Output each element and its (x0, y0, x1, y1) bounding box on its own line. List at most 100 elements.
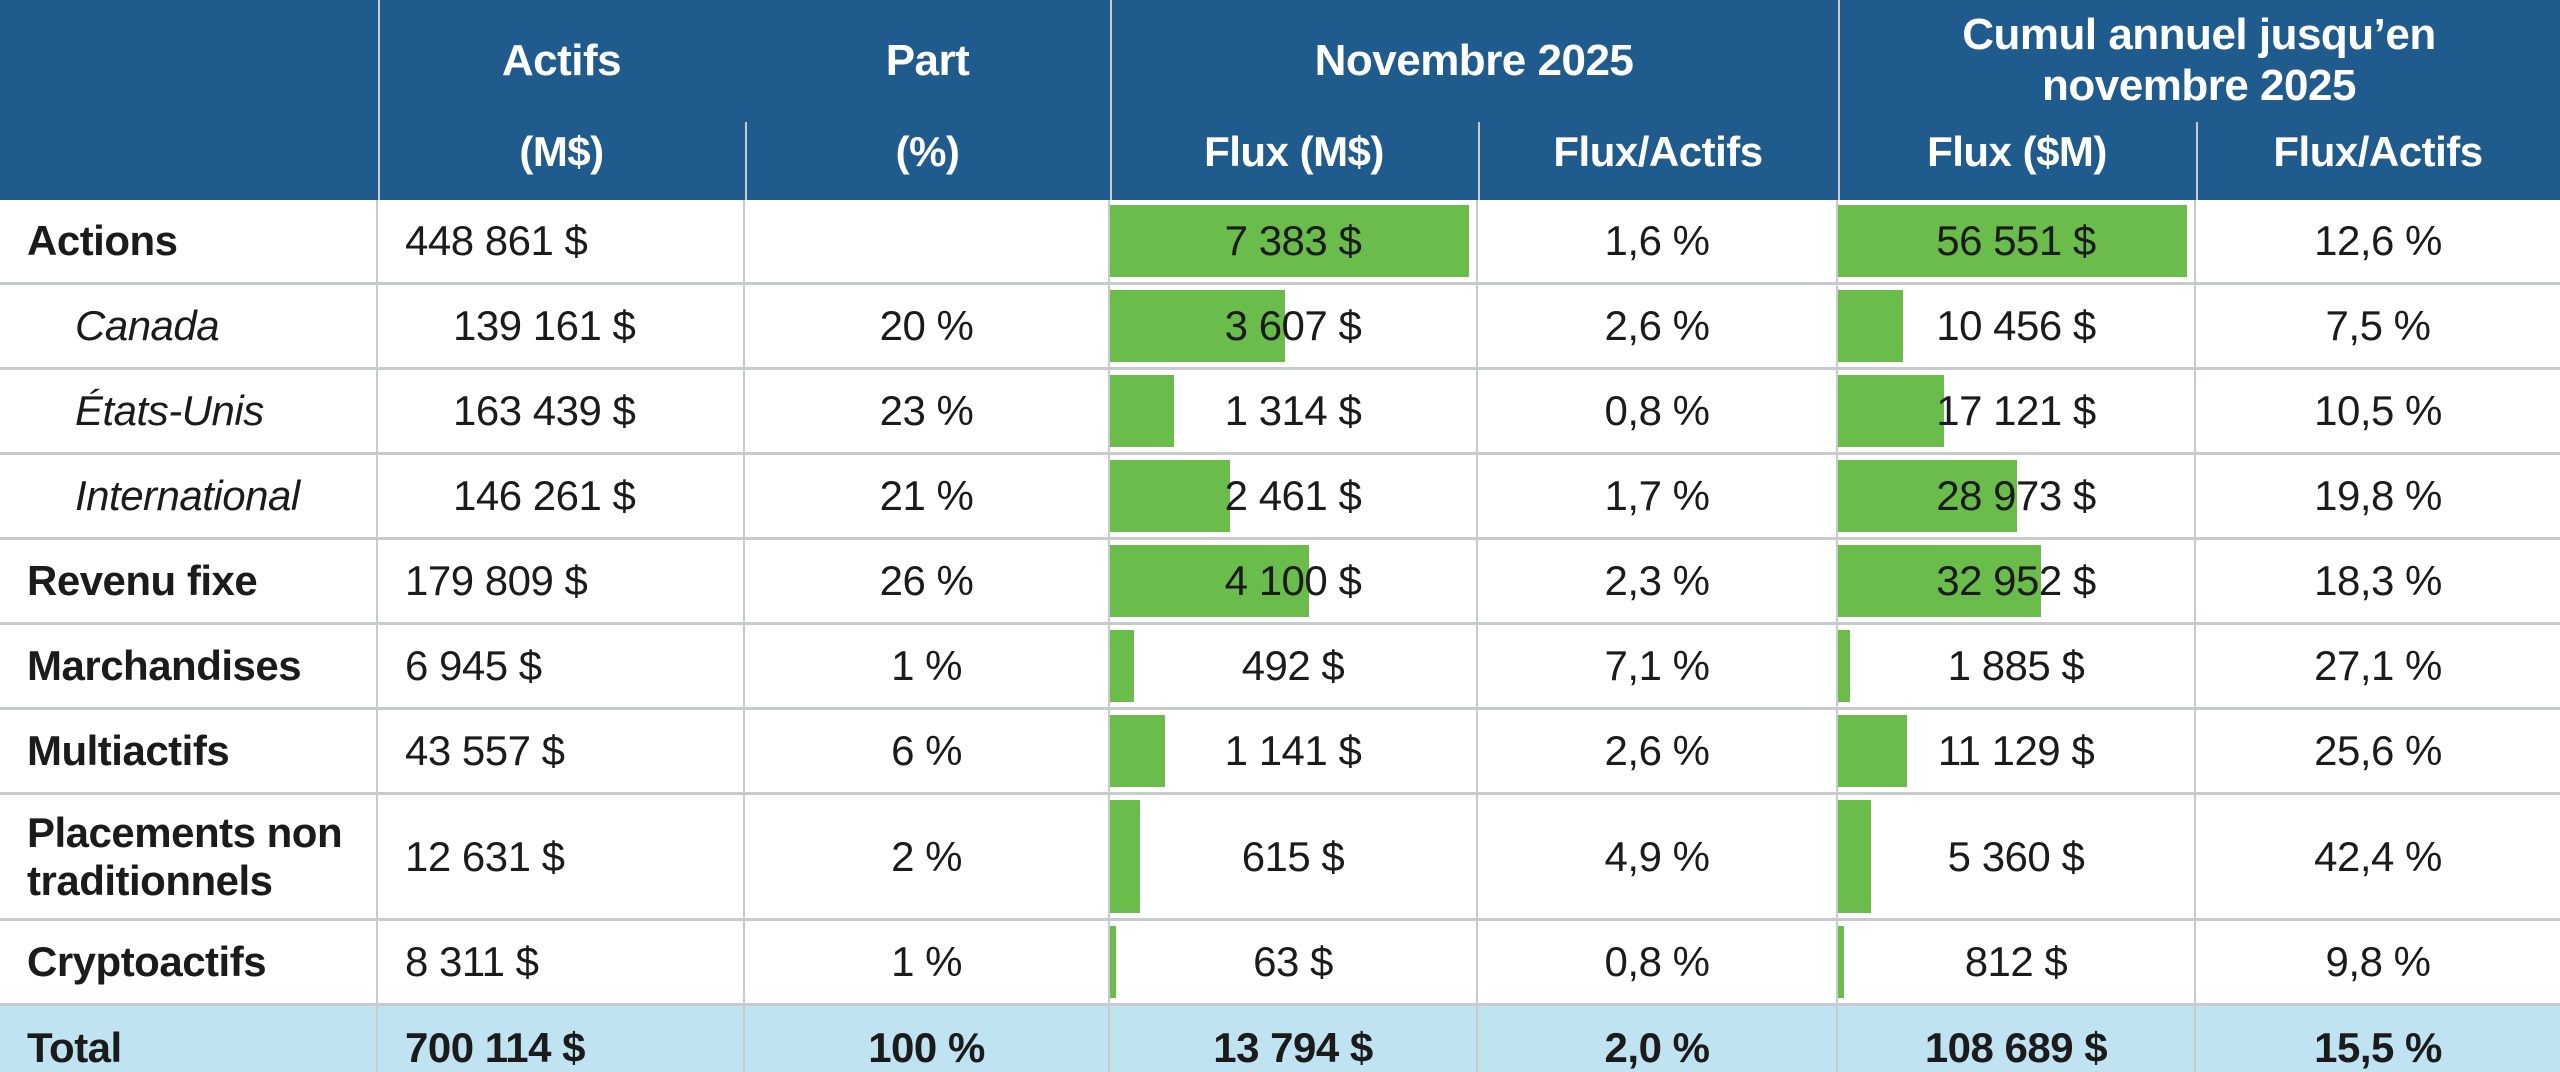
flux-value: 4 100 $ (1224, 557, 1362, 604)
table-row-actions: Actions 448 861 $ 7 383 $ 1,6 % 56 551 $… (0, 200, 2560, 282)
flux-value: 1 141 $ (1224, 727, 1362, 774)
flux-bar (1110, 205, 1469, 277)
row-label: Actions (0, 200, 378, 282)
cell-ratio-nov: 1,7 % (1478, 455, 1838, 537)
flux-value: 3 607 $ (1224, 302, 1362, 349)
flux-value: 2 461 $ (1224, 472, 1362, 519)
cell-actifs: 43 557 $ (378, 710, 745, 792)
flux-bar (1110, 375, 1174, 447)
row-label: Revenu fixe (0, 540, 378, 622)
flux-value: 7 383 $ (1224, 217, 1362, 264)
subheader-actifs-unit: (M$) (519, 128, 604, 175)
cell-actifs: 179 809 $ (378, 540, 745, 622)
cell-actifs: 448 861 $ (378, 200, 745, 282)
flux-bar (1838, 800, 1872, 913)
flux-value: 5 360 $ (1947, 832, 2085, 880)
flux-value: 1 885 $ (1947, 642, 2085, 689)
flux-bar (1838, 545, 2042, 617)
subheader-ytd-flux: Flux ($M) (1927, 128, 2107, 175)
cell-ratio-ytd: 42,4 % (2314, 832, 2442, 880)
cell-ratio-nov: 2,6 % (1478, 710, 1838, 792)
flux-bar (1838, 290, 1903, 362)
cell-flux-nov: 1 141 $ (1110, 710, 1478, 792)
flux-bar (1110, 460, 1230, 532)
flux-bar (1110, 290, 1286, 362)
cell-actifs: 139 161 $ (378, 285, 745, 367)
header-separator (1110, 0, 1112, 200)
cell-ratio-ytd: 9,8 % (2325, 938, 2431, 985)
cell-flux-nov: 492 $ (1110, 625, 1478, 707)
subheader-nov-flux-actifs: Flux/Actifs (1553, 128, 1763, 175)
table-body: Actions 448 861 $ 7 383 $ 1,6 % 56 551 $… (0, 200, 2560, 1072)
cell-ratio-ytd: 10,5 % (2314, 387, 2442, 434)
table-row-cryptoactifs: Cryptoactifs 8 311 $ 1 % 63 $ 0,8 % 812 … (0, 918, 2560, 1003)
table-row-total: Total 700 114 $ 100 % 13 794 $ 2,0 % 108… (0, 1003, 2560, 1072)
cell-ratio-nov: 1,6 % (1478, 200, 1838, 282)
cell-part: 1 % (745, 625, 1110, 707)
row-label: Multiactifs (0, 710, 378, 792)
cell-ratio-ytd: 18,3 % (2314, 557, 2442, 604)
flux-value: 17 121 $ (1936, 387, 2096, 434)
cell-flux-nov: 3 607 $ (1110, 285, 1478, 367)
header-sub-separator (2196, 122, 2198, 200)
cell-flux-ytd: 10 456 $ (1838, 285, 2196, 367)
cell-ratio-ytd: 15,5 % (2314, 1024, 2442, 1071)
flux-value: 10 456 $ (1936, 302, 2096, 349)
subheader-nov-flux: Flux (M$) (1204, 128, 1384, 175)
cell-flux-ytd: 5 360 $ (1838, 795, 2196, 918)
row-label: Placements non traditionnels (0, 795, 378, 918)
flux-bar (1110, 630, 1134, 702)
cell-ratio-ytd: 7,5 % (2325, 302, 2431, 349)
cell-ratio-ytd: 27,1 % (2314, 642, 2442, 689)
cell-ratio-ytd: 12,6 % (2314, 217, 2442, 264)
flux-bar (1838, 926, 1844, 998)
cell-flux-ytd: 108 689 $ (1838, 1006, 2196, 1072)
flux-bar (1838, 630, 1850, 702)
cell-flux-ytd: 1 885 $ (1838, 625, 2196, 707)
table-row-etats-unis: États-Unis 163 439 $ 23 % 1 314 $ 0,8 % … (0, 367, 2560, 452)
cell-ratio-nov: 0,8 % (1478, 370, 1838, 452)
header-group-actifs: Actifs (501, 35, 622, 85)
flux-value: 1 314 $ (1224, 387, 1362, 434)
header-separator (378, 0, 380, 200)
flux-value: 11 129 $ (1937, 727, 2095, 774)
flux-bar (1838, 375, 1944, 447)
flux-bar (1110, 926, 1116, 998)
cell-flux-nov: 615 $ (1110, 795, 1478, 918)
cell-ratio-nov: 4,9 % (1478, 795, 1838, 918)
header-group-novembre-2025: Novembre 2025 (1314, 35, 1634, 85)
table-header: Actifs Part Novembre 2025 Cumul annuel j… (0, 0, 2560, 200)
cell-part: 20 % (745, 285, 1110, 367)
flux-value: 812 $ (1964, 938, 2068, 985)
flux-value: 56 551 $ (1936, 217, 2096, 264)
cell-ratio-ytd: 25,6 % (2314, 727, 2442, 774)
table-row-international: International 146 261 $ 21 % 2 461 $ 1,7… (0, 452, 2560, 537)
flux-bar (1838, 205, 2187, 277)
flux-bar (1838, 715, 1907, 787)
cell-actifs: 6 945 $ (378, 625, 745, 707)
header-group-cumul-annuel: Cumul annuel jusqu’en novembre 2025 (1962, 10, 2436, 110)
cell-actifs: 700 114 $ (378, 1006, 745, 1072)
cell-part: 100 % (745, 1006, 1110, 1072)
header-separator (1838, 0, 1840, 200)
header-group-part: Part (885, 35, 970, 85)
row-label: États-Unis (0, 370, 378, 452)
cell-part: 26 % (745, 540, 1110, 622)
cell-part (745, 200, 1110, 282)
cell-part: 2 % (745, 795, 1110, 918)
cell-flux-nov: 63 $ (1110, 921, 1478, 1003)
table-row-multiactifs: Multiactifs 43 557 $ 6 % 1 141 $ 2,6 % 1… (0, 707, 2560, 792)
row-label: Marchandises (0, 625, 378, 707)
cell-part: 1 % (745, 921, 1110, 1003)
cell-flux-ytd: 28 973 $ (1838, 455, 2196, 537)
table-row-canada: Canada 139 161 $ 20 % 3 607 $ 2,6 % 10 4… (0, 282, 2560, 367)
cell-flux-nov: 1 314 $ (1110, 370, 1478, 452)
flux-value: 615 $ (1241, 832, 1345, 880)
cell-ratio-nov: 0,8 % (1478, 921, 1838, 1003)
cell-ratio-nov: 2,6 % (1478, 285, 1838, 367)
subheader-part-unit: (%) (895, 128, 960, 175)
table-row-revenu-fixe: Revenu fixe 179 809 $ 26 % 4 100 $ 2,3 %… (0, 537, 2560, 622)
header-sub-separator (745, 122, 747, 200)
subheader-ytd-flux-actifs: Flux/Actifs (2273, 128, 2483, 175)
